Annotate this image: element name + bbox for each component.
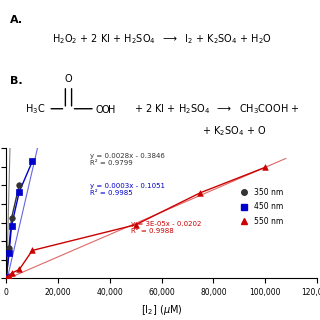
Point xyxy=(4,274,9,279)
Point xyxy=(198,190,203,195)
Text: A.: A. xyxy=(10,15,23,25)
Point xyxy=(6,273,12,278)
Point xyxy=(17,189,22,194)
Point xyxy=(133,222,138,227)
Point xyxy=(30,248,35,253)
Point xyxy=(6,245,12,251)
Point xyxy=(9,271,14,276)
Point xyxy=(4,275,9,280)
Text: + 2 KI + H$_2$SO$_4$  $\longrightarrow$  CH$_3$COOH +: + 2 KI + H$_2$SO$_4$ $\longrightarrow$ C… xyxy=(134,102,299,116)
Point xyxy=(9,215,14,220)
Text: H$_3$C: H$_3$C xyxy=(25,102,45,116)
Text: + K$_2$SO$_4$ + O: + K$_2$SO$_4$ + O xyxy=(202,125,267,139)
Point xyxy=(262,165,268,170)
Text: y = 3E-05x - 0.0202
R² = 0.9988: y = 3E-05x - 0.0202 R² = 0.9988 xyxy=(131,221,201,234)
Text: O: O xyxy=(65,75,72,84)
Text: y = 0.0028x - 0.3846
R² = 0.9799: y = 0.0028x - 0.3846 R² = 0.9799 xyxy=(90,153,165,166)
Point xyxy=(4,275,9,280)
Legend: 350 nm, 450 nm, 550 nm: 350 nm, 450 nm, 550 nm xyxy=(234,185,287,228)
Text: B.: B. xyxy=(10,76,22,86)
Text: O$\!$O$\!$H: O$\!$O$\!$H xyxy=(95,103,116,115)
Point xyxy=(17,267,22,272)
Text: H$_2$O$_2$ + 2 KI + H$_2$SO$_4$  $\longrightarrow$  I$_2$ + K$_2$SO$_4$ + H$_2$O: H$_2$O$_2$ + 2 KI + H$_2$SO$_4$ $\longri… xyxy=(52,32,272,46)
Point xyxy=(30,159,35,164)
Point xyxy=(6,251,12,256)
Point xyxy=(9,223,14,228)
Text: y = 0.0003x - 0.1051
R² = 0.9985: y = 0.0003x - 0.1051 R² = 0.9985 xyxy=(90,183,165,196)
Point xyxy=(17,182,22,187)
X-axis label: [I$_2$] ($\mu$M): [I$_2$] ($\mu$M) xyxy=(141,303,182,317)
